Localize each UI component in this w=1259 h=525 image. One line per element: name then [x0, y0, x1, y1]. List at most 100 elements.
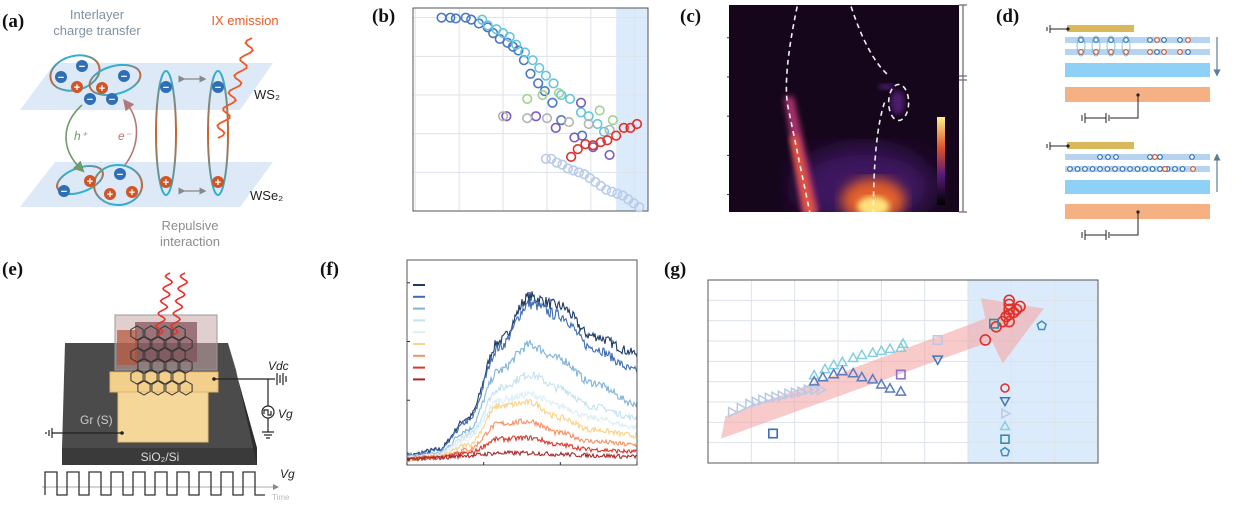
hole-icon: [1152, 154, 1158, 160]
charge-sign: −: [79, 61, 85, 73]
panel-g-chart: (g): [664, 259, 1099, 464]
charge-sign: +: [87, 176, 93, 188]
hole-icon: [1078, 49, 1084, 55]
electron-icon: [1112, 166, 1118, 172]
electron-icon: [58, 185, 70, 197]
data-point: [466, 14, 477, 25]
electron-icon: [1127, 166, 1133, 172]
ix-emission-photon: [216, 37, 254, 139]
data-point: [1014, 300, 1026, 313]
data-point: [999, 420, 1011, 431]
charge-sign: −: [215, 82, 221, 94]
hole-icon: [96, 82, 108, 94]
data-point: [513, 45, 524, 56]
data-point: [790, 386, 802, 399]
substrate-label: SiO₂/Si: [141, 450, 180, 464]
data-point: [450, 13, 461, 24]
spectrum-line: [407, 371, 637, 460]
electron-icon: [76, 60, 88, 72]
plot-frame: [707, 279, 1099, 464]
ix1-band-bright: [789, 135, 816, 212]
data-point: [598, 126, 610, 137]
charge-sign: −: [117, 169, 123, 181]
data-point: [519, 47, 531, 58]
electron-icon: [1157, 154, 1163, 160]
electron-icon: [1082, 166, 1088, 172]
emission-photon: [154, 272, 174, 336]
data-point: [894, 385, 907, 396]
spectrum-line: [407, 291, 637, 458]
data-point: [758, 394, 769, 406]
data-point: [1003, 315, 1015, 328]
data-point: [764, 392, 776, 404]
data-point: [566, 151, 577, 162]
contact-point: [212, 377, 216, 381]
data-point: [827, 367, 840, 379]
ix1-guide-line: [785, 6, 811, 212]
data-point: [751, 396, 763, 408]
hole-icon: [1185, 37, 1191, 43]
lattice-hexagon: [158, 347, 172, 363]
exciton-outline: [1076, 35, 1086, 57]
spectrum-line: [407, 389, 637, 462]
data-point: [530, 111, 542, 122]
data-point: [979, 334, 992, 346]
panel-label: (e): [2, 259, 23, 280]
electron-icon: [1113, 154, 1119, 160]
electron-icon: [1119, 166, 1126, 172]
data-point: [575, 107, 587, 118]
data-point: [482, 20, 493, 31]
side-layer: [117, 330, 137, 365]
charge-sign: +: [99, 83, 105, 95]
data-point: [534, 62, 545, 74]
lattice-hexagon: [165, 336, 179, 352]
data-point: [540, 153, 551, 164]
vg-label: Vg: [278, 407, 293, 421]
data-point: [612, 188, 623, 199]
data-point: [445, 12, 456, 23]
electron-icon: [1172, 166, 1178, 172]
contact-point: [120, 431, 124, 435]
data-point: [932, 334, 943, 345]
lattice-hexagon: [151, 358, 165, 374]
data-point: [541, 113, 553, 124]
data-point: [563, 116, 575, 128]
ix1-band: [784, 96, 819, 212]
data-point: [803, 383, 815, 396]
ws2-layer: [1065, 154, 1210, 160]
electron-icon: [1185, 49, 1191, 55]
data-point: [784, 387, 795, 400]
electron-icon: [1147, 154, 1153, 160]
data-point: [634, 202, 645, 213]
charge-sign: +: [129, 187, 135, 199]
hbn-layer: [1065, 180, 1210, 194]
electron-icon: [1097, 154, 1103, 160]
data-point: [1000, 434, 1010, 445]
data-point: [767, 428, 778, 439]
layer-label-wse2: WSe₂: [250, 188, 283, 203]
data-point: [537, 89, 548, 101]
electron-label: e⁻: [118, 129, 133, 143]
caption-line: charge transfer: [53, 23, 141, 38]
hole-icon: [1161, 49, 1167, 55]
electron-icon: [114, 168, 126, 180]
band-diagram-bottom: [1046, 142, 1221, 240]
xplus-spot: [890, 90, 905, 115]
electron-icon: [1147, 37, 1153, 43]
electron-icon: [1089, 166, 1096, 172]
x0-spot: [878, 83, 895, 90]
lattice-hexagon: [137, 336, 151, 352]
lattice-hexagon: [144, 347, 158, 363]
data-point: [548, 78, 559, 89]
electron-transfer-arrow: [122, 99, 138, 166]
data-point: [1007, 306, 1020, 319]
data-point: [504, 31, 515, 43]
emission-label: IX emission: [211, 13, 278, 28]
exciton-outline: [1106, 35, 1116, 57]
data-point: [999, 446, 1011, 457]
hole-transfer-arrow: [65, 104, 85, 173]
data-point: [564, 93, 576, 104]
lattice-hexagon: [130, 369, 144, 385]
xplus-guide-ellipse: [887, 83, 910, 122]
data-point: [1001, 407, 1012, 420]
